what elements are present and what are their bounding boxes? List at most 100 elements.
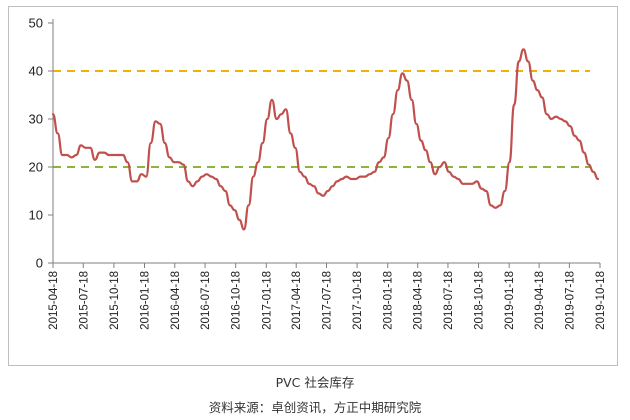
data-point-67: [364, 175, 366, 178]
data-point-45: [261, 142, 264, 144]
data-point-23: [159, 122, 162, 125]
data-point-63: [345, 175, 348, 178]
data-point-37: [224, 190, 227, 192]
x-tick-label-2: 2015-10-18: [109, 271, 121, 330]
data-point-44: [257, 161, 259, 164]
data-point-49: [280, 113, 283, 116]
x-tick-label-17: 2019-07-18: [564, 271, 576, 330]
data-point-39: [233, 209, 236, 212]
data-point-2: [61, 154, 64, 156]
data-point-90: [471, 182, 474, 185]
data-point-59: [326, 190, 329, 192]
data-point-104: [536, 89, 539, 92]
data-point-107: [550, 118, 553, 120]
chart-source: 资料来源：卓创资讯，方正中期研究院: [208, 400, 422, 415]
data-point-71: [382, 156, 385, 159]
data-point-61: [336, 180, 338, 183]
data-point-43: [252, 175, 255, 178]
x-tick-label-10: 2017-10-18: [352, 271, 364, 330]
data-point-27: [177, 161, 180, 164]
data-point-114: [583, 151, 585, 154]
data-point-66: [359, 175, 362, 178]
data-point-29: [187, 180, 190, 183]
data-point-1: [56, 132, 59, 135]
data-point-52: [294, 146, 297, 149]
y-tick-labels: 0 10 20 30 40 50: [29, 16, 43, 271]
data-point-55: [308, 182, 311, 185]
data-point-100: [517, 60, 520, 63]
data-point-10: [98, 151, 101, 154]
x-tick-label-5: 2016-07-18: [200, 271, 212, 330]
data-point-13: [112, 154, 115, 156]
data-point-35: [215, 178, 217, 180]
x-tick-label-6: 2016-10-18: [231, 271, 243, 330]
data-point-64: [350, 178, 352, 180]
data-point-87: [457, 178, 460, 180]
data-point-84: [443, 161, 446, 164]
data-point-70: [378, 161, 380, 164]
x-tick-label-16: 2019-04-18: [534, 271, 546, 330]
data-point-26: [173, 161, 176, 164]
data-point-105: [541, 96, 543, 99]
x-tick-label-14: 2018-10-18: [474, 271, 486, 330]
y-tick-label-10: 10: [29, 208, 43, 223]
data-point-57: [317, 192, 320, 195]
data-point-33: [205, 173, 208, 176]
y-tick-label-30: 30: [29, 112, 43, 127]
data-point-111: [569, 125, 571, 128]
x-tick-label-8: 2017-04-18: [291, 271, 303, 330]
data-point-80: [424, 149, 427, 152]
series-layer: [51, 48, 600, 231]
data-point-93: [485, 190, 488, 192]
y-tick-label-40: 40: [29, 64, 43, 79]
data-point-18: [135, 180, 138, 183]
data-point-14: [117, 154, 120, 156]
data-point-73: [392, 113, 394, 116]
axes: [48, 19, 601, 268]
x-tick-label-4: 2016-04-18: [170, 271, 182, 330]
data-point-94: [490, 204, 492, 207]
data-point-53: [299, 170, 301, 173]
data-point-92: [480, 187, 483, 190]
data-point-36: [219, 185, 222, 188]
chart-caption: PVC 社会库存: [275, 375, 355, 390]
data-point-25: [168, 156, 171, 159]
data-point-91: [476, 180, 478, 183]
data-point-28: [182, 163, 185, 166]
data-point-101: [522, 48, 525, 51]
y-tick-label-50: 50: [29, 16, 43, 31]
x-tick-label-12: 2018-04-18: [413, 271, 425, 330]
data-point-19: [140, 173, 143, 176]
data-point-24: [163, 142, 166, 144]
data-point-75: [401, 72, 404, 75]
data-point-85: [448, 170, 450, 173]
data-point-116: [592, 170, 595, 173]
data-point-117: [597, 178, 599, 180]
x-tick-label-15: 2019-01-18: [504, 271, 516, 330]
data-point-4: [70, 156, 73, 159]
data-point-97: [503, 190, 506, 192]
x-tick-label-0: 2015-04-18: [48, 271, 60, 330]
data-point-72: [387, 137, 390, 140]
data-point-65: [354, 178, 357, 180]
data-point-106: [545, 113, 548, 116]
data-point-31: [196, 180, 199, 183]
data-point-20: [145, 175, 148, 178]
data-point-96: [499, 204, 502, 207]
data-point-113: [578, 139, 581, 142]
data-point-77: [410, 98, 413, 101]
data-point-22: [154, 120, 157, 123]
data-point-88: [462, 182, 464, 185]
data-point-98: [508, 161, 511, 164]
data-point-21: [149, 142, 152, 144]
data-point-103: [531, 79, 534, 82]
data-point-76: [406, 79, 408, 82]
data-point-51: [289, 132, 292, 135]
data-point-42: [247, 204, 250, 207]
data-point-7: [84, 146, 87, 149]
data-point-69: [373, 170, 376, 173]
x-tick-label-9: 2017-07-18: [322, 271, 334, 330]
x-tick-label-18: 2019-10-18: [595, 271, 607, 330]
data-point-16: [126, 161, 129, 164]
data-point-17: [131, 180, 134, 183]
